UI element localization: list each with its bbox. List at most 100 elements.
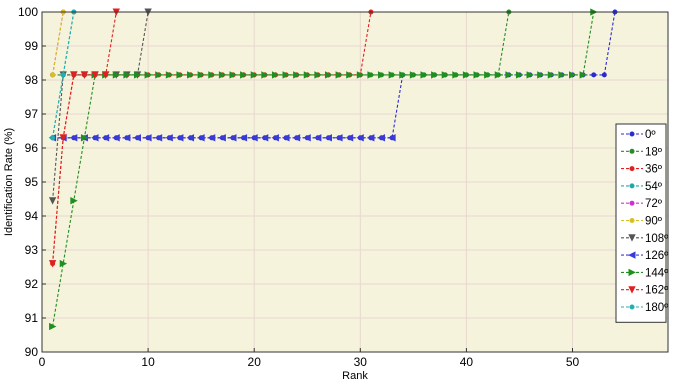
data-point [558, 71, 566, 79]
data-point [186, 134, 195, 142]
series-line [52, 11, 64, 75]
data-point [292, 134, 301, 142]
data-point [324, 134, 332, 142]
x-tick-label: 50 [566, 355, 580, 369]
data-point [50, 72, 56, 78]
data-point [591, 72, 597, 78]
data-point [165, 71, 174, 79]
data-point [314, 71, 322, 79]
y-tick-label: 90 [25, 345, 39, 359]
y-tick-label: 93 [25, 243, 39, 257]
data-point [133, 71, 142, 79]
data-point [388, 71, 397, 79]
data-point [101, 134, 110, 142]
data-point [144, 71, 152, 79]
data-point [49, 322, 57, 331]
data-point [431, 71, 439, 79]
y-tick-label: 98 [25, 73, 39, 87]
data-point [197, 71, 206, 79]
y-tick-label: 91 [25, 311, 39, 325]
x-tick-label: 30 [354, 355, 368, 369]
legend-label: 162º [645, 285, 669, 297]
data-point [484, 71, 492, 79]
data-point [80, 71, 89, 79]
data-point [293, 71, 301, 79]
legend-label: 54º [645, 181, 663, 193]
data-point [505, 71, 513, 79]
x-axis-label: Rank [342, 370, 368, 381]
data-point [91, 71, 99, 79]
data-point [112, 71, 121, 79]
data-point [123, 134, 131, 142]
y-tick-label: 94 [25, 209, 39, 223]
y-tick-label: 92 [25, 277, 39, 291]
data-point [345, 134, 354, 142]
legend-label: 0º [645, 129, 656, 141]
data-point [207, 134, 216, 142]
grid [42, 12, 668, 352]
legend-marker [629, 200, 635, 206]
y-tick-label: 97 [25, 107, 39, 121]
legend-label: 18º [645, 146, 663, 158]
data-point [229, 71, 237, 79]
legend-marker [629, 304, 635, 310]
data-point [420, 71, 428, 79]
data-point [154, 134, 163, 142]
data-point [271, 71, 280, 79]
data-point [282, 71, 290, 79]
data-point [261, 71, 269, 79]
data-point [239, 134, 248, 142]
data-point [335, 71, 343, 79]
legend-marker [629, 148, 635, 154]
data-point [91, 134, 99, 142]
legend-marker [628, 234, 636, 242]
data-point [144, 134, 152, 142]
data-point [208, 71, 216, 79]
data-point [70, 197, 78, 205]
data-point [218, 71, 227, 79]
legend-marker [628, 286, 636, 294]
y-tick-label: 100 [18, 5, 38, 19]
legend-label: 108º [645, 233, 669, 245]
data-point [59, 259, 68, 268]
data-point [579, 71, 587, 79]
legend-label: 36º [645, 164, 663, 176]
data-point [537, 71, 545, 79]
data-point [377, 134, 386, 142]
data-point [240, 71, 248, 79]
legend-label: 90º [645, 216, 663, 228]
data-point [80, 134, 89, 142]
data-point [112, 134, 120, 142]
data-point [176, 71, 184, 79]
data-point [59, 134, 67, 142]
data-point [569, 71, 577, 79]
data-point [378, 71, 386, 79]
series-10 [50, 9, 77, 141]
data-point [473, 71, 481, 79]
series-line [52, 11, 595, 327]
x-tick-label: 20 [248, 355, 262, 369]
data-point [48, 197, 57, 205]
data-point [260, 134, 269, 142]
legend-marker [629, 218, 635, 224]
legend-marker [629, 131, 635, 137]
data-point [441, 71, 450, 79]
y-tick-label: 96 [25, 141, 39, 155]
data-point [229, 134, 237, 142]
legend-label: 126º [645, 250, 669, 262]
data-point [155, 71, 163, 79]
data-point [399, 71, 407, 79]
data-point [176, 134, 184, 142]
data-point [346, 71, 354, 79]
data-point [250, 134, 258, 142]
data-point [218, 134, 226, 142]
legend-marker [629, 183, 635, 189]
data-point [388, 134, 396, 142]
x-tick-label: 40 [460, 355, 474, 369]
data-point [271, 134, 279, 142]
data-point [515, 71, 524, 79]
data-point [70, 71, 78, 79]
data-point [452, 71, 460, 79]
